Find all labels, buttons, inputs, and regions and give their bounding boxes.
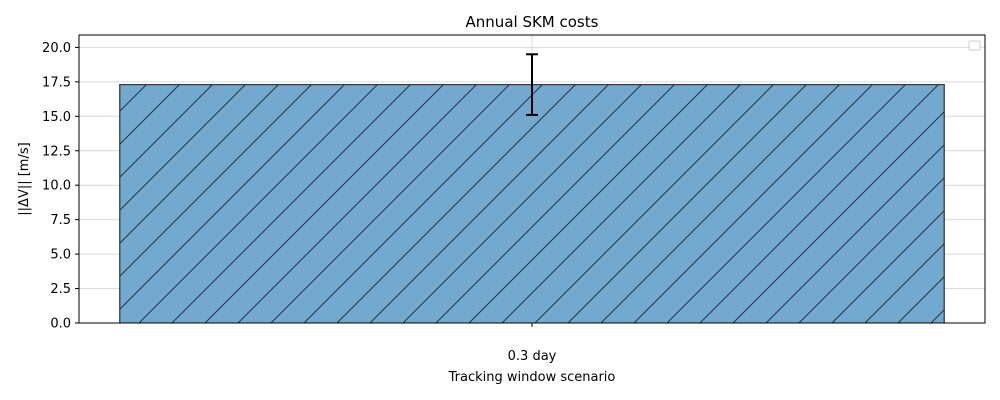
error-bars <box>526 53 538 116</box>
bars <box>119 84 945 323</box>
y-tick-label: 0.0 <box>50 317 71 332</box>
y-tick-label: 7.5 <box>50 213 71 228</box>
y-tick-label: 17.5 <box>42 75 71 90</box>
x-axis-label: Tracking window scenario <box>448 370 616 385</box>
y-tick-label: 12.5 <box>42 144 71 159</box>
y-axis: 0.0 2.5 5.0 7.5 10.0 12.5 15.0 17.5 20.0 <box>42 41 79 332</box>
y-tick-label: 2.5 <box>50 282 71 297</box>
bar-hatch <box>119 84 945 323</box>
legend-box <box>968 40 981 51</box>
y-axis-label: ||ΔV|| [m/s] <box>17 142 32 215</box>
chart-title: Annual SKM costs <box>466 13 599 31</box>
x-tick-label: 0.3 day <box>508 349 557 364</box>
y-tick-label: 10.0 <box>42 179 71 194</box>
y-tick-label: 15.0 <box>42 110 71 125</box>
x-axis: 0.3 day <box>508 323 557 364</box>
y-tick-label: 20.0 <box>42 41 71 56</box>
y-tick-label: 5.0 <box>50 248 71 263</box>
legend <box>968 40 981 51</box>
